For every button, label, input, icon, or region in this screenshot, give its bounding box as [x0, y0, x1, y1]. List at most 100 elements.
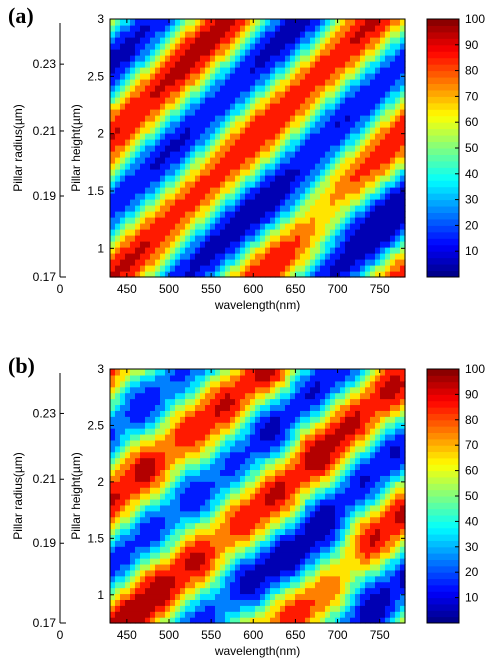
heatmap-cell — [325, 163, 331, 170]
heatmap-cell — [160, 528, 166, 535]
heatmap-cell — [210, 475, 216, 482]
heatmap-cell — [330, 374, 336, 382]
heatmap-cell — [300, 259, 306, 266]
heatmap-cell — [165, 85, 171, 92]
heatmap-cell — [400, 55, 406, 62]
heatmap-cell — [250, 510, 256, 518]
heatmap-cell — [310, 611, 316, 618]
heatmap-cell — [330, 253, 336, 260]
heatmap-cell — [325, 558, 331, 565]
heatmap-cell — [395, 25, 401, 32]
heatmap-cell — [200, 37, 206, 44]
heatmap-cell — [180, 271, 186, 278]
heatmap-cell — [240, 97, 246, 104]
heatmap-cell — [240, 49, 246, 56]
heatmap-cell — [135, 469, 141, 476]
heatmap-cell — [375, 85, 381, 92]
heatmap-cell — [310, 445, 316, 453]
heatmap-cell — [285, 199, 291, 206]
heatmap-cell — [305, 109, 311, 116]
heatmap-cell — [375, 235, 381, 242]
heatmap-cell — [185, 558, 191, 565]
heatmap-cell — [110, 469, 116, 476]
heatmap-cell — [165, 581, 171, 589]
heatmap-cell — [165, 386, 171, 394]
heatmap-cell — [290, 259, 296, 266]
heatmap-cell — [375, 392, 381, 400]
heatmap-cell — [270, 558, 276, 565]
heatmap-cell — [215, 445, 221, 453]
heatmap-cell — [275, 55, 281, 62]
heatmap-cell — [350, 528, 356, 535]
heatmap-cell — [275, 392, 281, 400]
heatmap-cell — [365, 481, 371, 488]
heatmap-cell — [120, 25, 126, 32]
heatmap-cell — [125, 546, 131, 553]
heatmap-cell — [190, 463, 196, 471]
heatmap-cell — [265, 481, 271, 488]
heatmap-cell — [230, 85, 236, 92]
heatmap-cell — [165, 61, 171, 68]
heatmap-cell — [120, 369, 126, 376]
heatmap-cell — [230, 49, 236, 56]
heatmap-cell — [175, 374, 181, 382]
heatmap-cell — [270, 487, 276, 494]
heatmap-cell — [320, 31, 326, 38]
heatmap-cell — [285, 546, 291, 553]
heatmap-cell — [175, 487, 181, 494]
heatmap-cell — [280, 127, 286, 134]
heatmap-cell — [370, 617, 376, 624]
heatmap-cell — [260, 410, 266, 417]
heatmap-cell — [210, 193, 216, 200]
heatmap-cell — [195, 569, 201, 577]
heatmap-cell — [190, 265, 196, 272]
heatmap-cell — [360, 593, 366, 600]
heatmap-cell — [235, 31, 241, 38]
heatmap-cell — [390, 151, 396, 158]
heatmap-cell — [295, 211, 301, 218]
heatmap-cell — [340, 380, 346, 388]
heatmap-cell — [240, 175, 246, 182]
heatmap-cell — [350, 79, 356, 86]
heatmap-cell — [375, 569, 381, 577]
heatmap-cell — [195, 55, 201, 62]
colorbar-segment — [427, 96, 459, 104]
heatmap-cell — [365, 534, 371, 541]
heatmap-cell — [355, 433, 361, 441]
heatmap-cell — [200, 205, 206, 212]
heatmap-cell — [155, 241, 161, 248]
heatmap-cell — [250, 163, 256, 170]
heatmap-cell — [180, 187, 186, 194]
heatmap-cell — [255, 73, 261, 80]
heatmap-cell — [140, 49, 146, 56]
heatmap-cell — [170, 599, 176, 606]
heatmap-cell — [225, 259, 231, 266]
heatmap-cell — [400, 199, 406, 206]
colorbar-segment — [427, 135, 459, 143]
heatmap-cell — [170, 175, 176, 182]
heatmap-cell — [275, 516, 281, 524]
heatmap-cell — [300, 37, 306, 44]
heatmap-cell — [155, 386, 161, 394]
heatmap-cell — [140, 374, 146, 382]
heatmap-cell — [245, 469, 251, 476]
heatmap-cell — [340, 392, 346, 400]
heatmap-cell — [300, 546, 306, 553]
heatmap-cell — [355, 522, 361, 530]
heatmap-cell — [165, 451, 171, 459]
heatmap-cell — [335, 163, 341, 170]
heatmap-cell — [130, 540, 136, 547]
heatmap-cell — [310, 457, 316, 465]
heatmap-cell — [235, 563, 241, 571]
heatmap-cell — [270, 223, 276, 230]
heatmap-cell — [140, 558, 146, 565]
heatmap-cell — [120, 445, 126, 453]
heatmap-cell — [380, 175, 386, 182]
heatmap-cell — [305, 522, 311, 530]
heatmap-cell — [250, 37, 256, 44]
heatmap-cell — [205, 599, 211, 606]
heatmap-cell — [170, 439, 176, 447]
heatmap-cell — [150, 205, 156, 212]
heatmap-cell — [155, 115, 161, 122]
heatmap-cell — [180, 416, 186, 423]
